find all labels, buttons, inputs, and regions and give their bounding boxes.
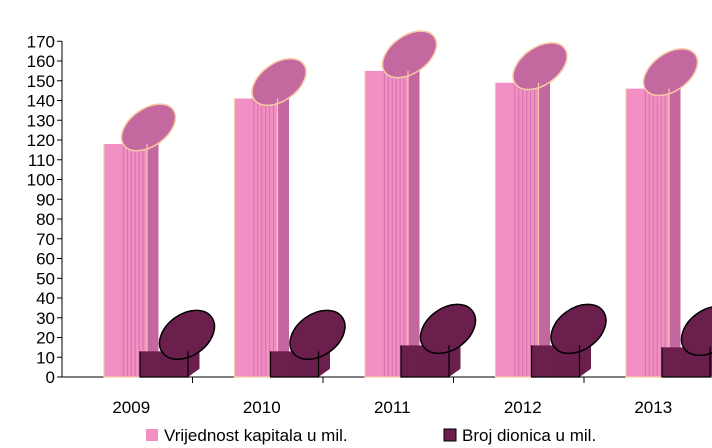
- y-tick-label: 90: [36, 190, 55, 209]
- y-tick-label: 80: [36, 210, 55, 229]
- bar-2010-shares-top-cap: [289, 309, 346, 361]
- bar-2013-shares-top-cap: [680, 305, 712, 357]
- bar-2009-shares-outline: [139, 351, 189, 378]
- bar-2012-capital-outline: [494, 82, 540, 378]
- bar-2013-shares: [661, 305, 712, 378]
- bar-2010-capital-front-face: [234, 98, 278, 378]
- bar-2012-capital-front-face: [495, 82, 539, 377]
- bar-2010-capital-top-cap: [251, 57, 307, 107]
- bar-2013-capital-front-face: [626, 88, 669, 378]
- bar-2009-capital: [103, 103, 177, 378]
- y-tick-label: 110: [28, 151, 55, 170]
- bar-2012-capital-side-face: [538, 74, 550, 377]
- x-tick-label: 2011: [374, 398, 411, 417]
- y-tick-label: 10: [36, 348, 55, 367]
- y-tick-label: 140: [27, 92, 55, 111]
- bar-2011-capital-side-face: [408, 62, 420, 377]
- bar-2011-shares-outline: [400, 345, 450, 378]
- x-tick-label: 2012: [504, 398, 542, 417]
- bar-2010-shares: [269, 309, 346, 378]
- bar-2010-capital-outline: [233, 98, 279, 378]
- bar-2009-capital-side-face: [147, 135, 159, 377]
- bar-2012-shares-top-cap: [550, 303, 607, 355]
- bar-2011-shares: [400, 303, 477, 378]
- bar-2013-capital: [625, 48, 699, 378]
- y-tick-label: 30: [36, 309, 55, 328]
- y-axis: 0102030405060708090100110120130140150160…: [27, 32, 63, 387]
- bar-2012-capital: [494, 42, 568, 378]
- legend-label: Broj dionica u mil.: [462, 426, 596, 445]
- bar-2011-capital-outline: [364, 70, 409, 378]
- legend-item-1: Vrijednost kapitala u mil.: [146, 426, 348, 445]
- y-tick-label: 60: [36, 250, 55, 269]
- y-tick-label: 20: [36, 329, 55, 348]
- bar-2009-capital-top-cap: [120, 103, 177, 152]
- legend-label: Vrijednost kapitala u mil.: [164, 426, 348, 445]
- y-tick-label: 40: [36, 289, 55, 308]
- y-tick-label: 170: [27, 32, 55, 51]
- bar-2009-capital-front-face: [104, 143, 147, 377]
- bar-2009-capital-outline: [103, 143, 148, 378]
- bar-2011-shares-top-cap: [419, 303, 477, 355]
- bar-2013-capital-outline: [625, 88, 670, 378]
- bar-2013-capital-top-cap: [642, 48, 699, 97]
- plot-area: [103, 30, 712, 378]
- bar-2013-capital-side-face: [669, 80, 681, 378]
- x-tick-label: 2009: [112, 398, 150, 417]
- bar-2011-capital: [364, 30, 438, 378]
- y-tick-label: 70: [36, 230, 55, 249]
- x-axis: 2009 2010 2011 2012 2013: [62, 376, 712, 417]
- bar-2011-capital-front-face: [365, 70, 408, 377]
- bar-2009-shares-top-cap: [158, 309, 216, 361]
- bar-2013-shares-outline: [661, 347, 711, 378]
- bar-2011-capital-top-cap: [381, 30, 438, 79]
- bar-2012-shares-outline: [530, 345, 581, 378]
- legend-swatch: [146, 429, 158, 441]
- x-tick-label: 2010: [243, 398, 281, 417]
- legend-item-2: Broj dionica u mil.: [443, 426, 596, 445]
- y-tick-label: 130: [27, 111, 55, 130]
- y-tick-label: 0: [46, 368, 55, 387]
- bar-2012-capital-top-cap: [512, 42, 568, 91]
- x-tick-label: 2013: [634, 398, 672, 417]
- y-tick-label: 160: [27, 52, 55, 71]
- bar-2012-shares: [530, 303, 607, 378]
- y-tick-label: 50: [36, 269, 55, 288]
- legend: Vrijednost kapitala u mil. Broj dionica u…: [146, 426, 596, 445]
- bar-2010-capital-side-face: [277, 90, 289, 378]
- y-tick-label: 100: [27, 171, 55, 190]
- bar-2010-capital: [233, 57, 307, 378]
- bar-2009-shares: [139, 309, 216, 378]
- y-tick-label: 150: [27, 72, 55, 91]
- y-tick-label: 120: [27, 131, 55, 150]
- legend-swatch: [443, 428, 457, 442]
- bar-2010-shares-outline: [269, 351, 320, 378]
